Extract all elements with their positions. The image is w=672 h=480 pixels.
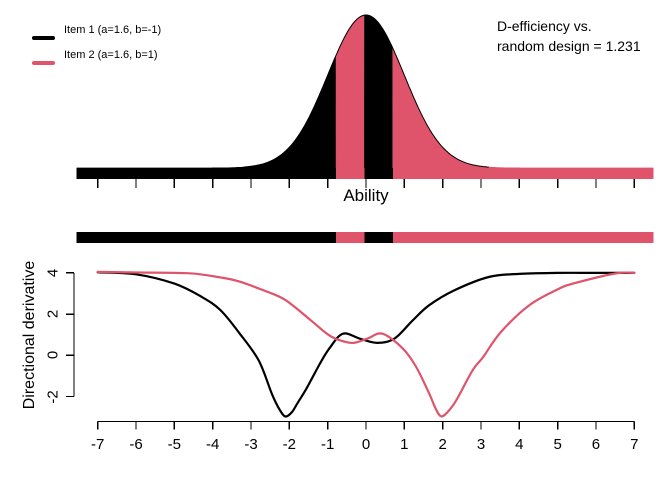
legend-swatch-item2: [32, 61, 55, 65]
curve-item-1: [96, 271, 636, 418]
defficiency-line2: random design = 1.231: [497, 38, 641, 54]
x-tick-label: -2: [282, 436, 296, 453]
x-tick-label: 1: [400, 436, 409, 453]
defficiency-line1: D-efficiency vs.: [497, 18, 592, 34]
design-strip-segment-3: [392, 232, 654, 243]
y-tick-label: 0: [44, 351, 62, 360]
x-tick-label: -6: [129, 436, 143, 453]
y-tick-label: 4: [44, 268, 62, 278]
x-tick-label: 0: [361, 436, 371, 453]
density-fill-segment-0: [76, 55, 337, 169]
density-outline: [243, 14, 489, 168]
legend-label-item1: Item 1 (a=1.6, b=-1): [64, 24, 162, 36]
ability-axis-bar-segment-1: [336, 168, 365, 179]
density-fill-segment-1: [335, 14, 365, 169]
y-tick-label: -2: [44, 389, 62, 404]
legend-label-item2: Item 2 (a=1.6, b=1): [64, 49, 158, 61]
density-fill-segment-3: [392, 48, 654, 169]
ability-axis-bar-segment-3: [392, 168, 654, 179]
design-strip-segment-2: [364, 232, 393, 243]
x-axis-title-ability: Ability: [343, 186, 389, 205]
curve-item-2: [96, 270, 636, 418]
y-tick-label: 2: [44, 309, 62, 319]
x-tick-label: -7: [91, 436, 105, 453]
x-tick-label: 3: [476, 436, 486, 453]
density-fill-segment-2: [364, 14, 394, 169]
x-tick-label: 4: [515, 436, 524, 453]
ability-axis-bar-segment-0: [76, 168, 337, 179]
y-axis-title-directional-derivative: Directional derivative: [21, 260, 38, 410]
x-tick-label: 7: [630, 436, 639, 453]
design-strip-segment-1: [336, 232, 365, 243]
x-tick-label: 5: [553, 436, 562, 453]
defficiency-annotation: D-efficiency vs. random design = 1.231: [497, 16, 641, 56]
x-tick-label: 6: [591, 436, 601, 453]
design-strip-segment-0: [76, 232, 337, 243]
x-tick-label: -5: [167, 436, 182, 453]
x-tick-label: 2: [438, 436, 447, 453]
x-tick-label: -1: [320, 436, 335, 453]
x-tick-label: -4: [206, 436, 220, 453]
legend-swatch-item1: [32, 36, 55, 40]
ability-axis-bar-segment-2: [364, 168, 393, 179]
x-tick-label: -3: [244, 436, 258, 453]
